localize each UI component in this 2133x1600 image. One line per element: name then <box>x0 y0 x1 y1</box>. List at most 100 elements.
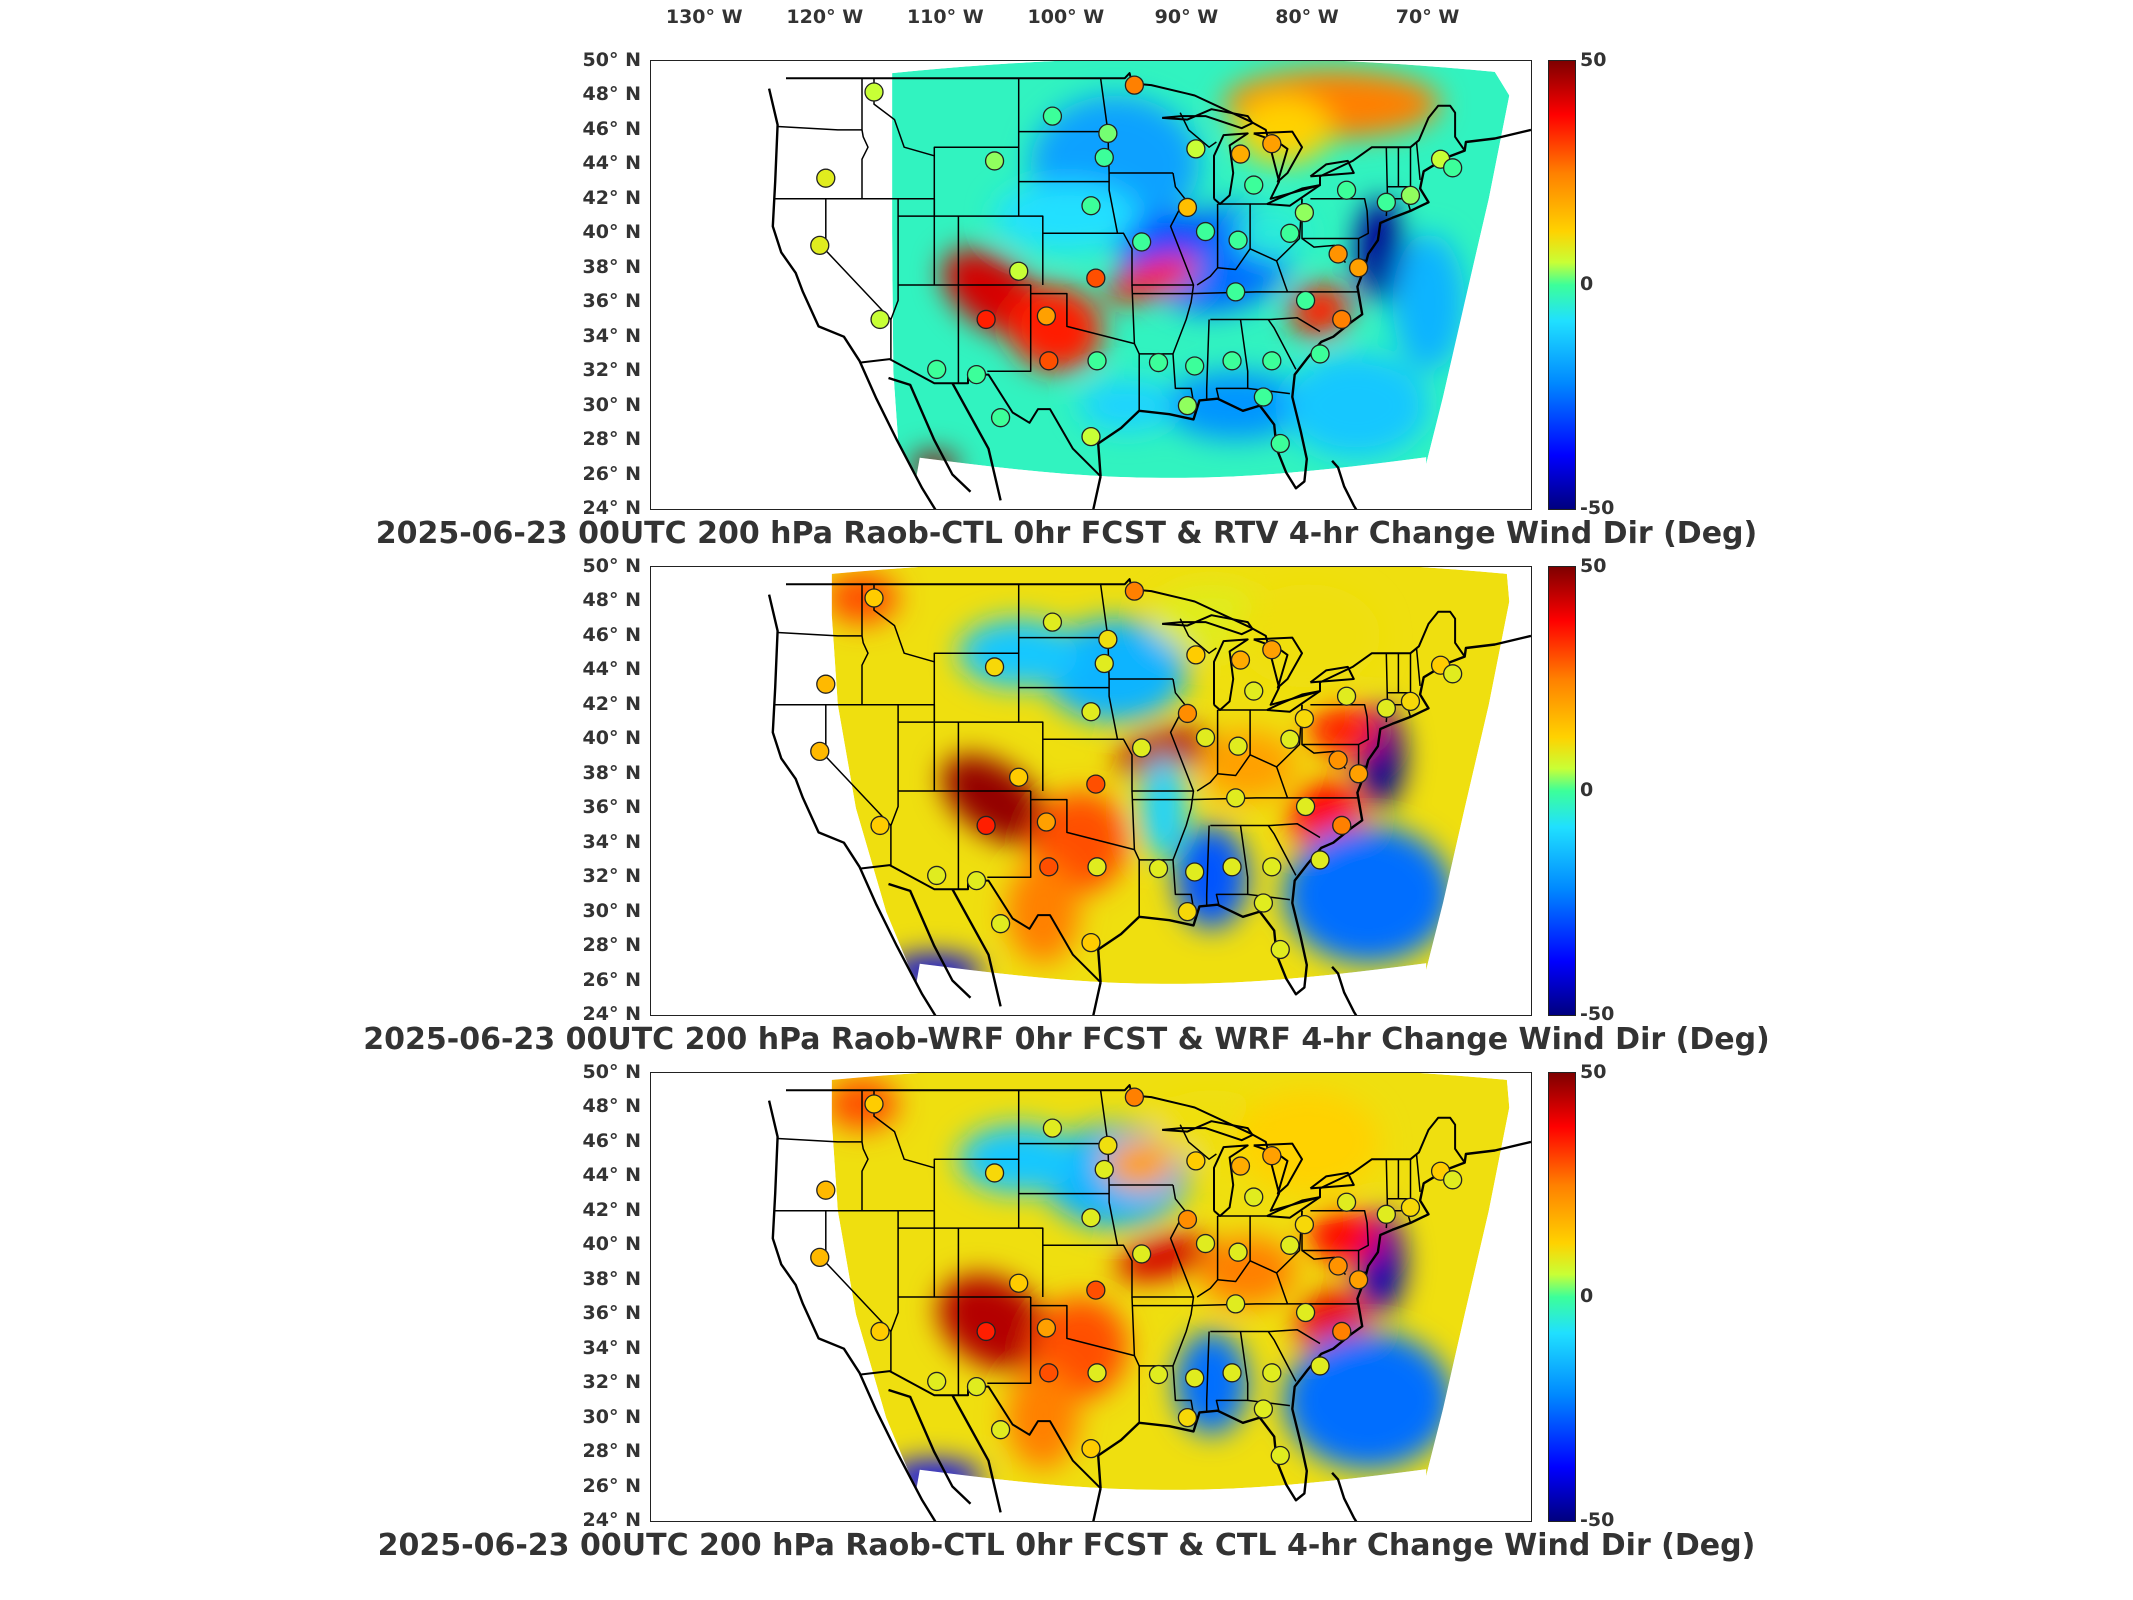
station-marker <box>966 364 987 385</box>
map-panel-3: 50° N 48° N 46° N 44° N 42° N 40° N 38° N 36° N… <box>0 1061 2133 1574</box>
colorbar <box>1548 566 1576 1016</box>
station-marker <box>1124 581 1145 601</box>
colorbar-tick-label: -50 <box>1580 497 1615 519</box>
map-panel-1: 50° N 48° N 46° N 44° N 42° N 40° N 38° N 36° N… <box>0 49 2133 562</box>
station-marker <box>864 1094 884 1114</box>
station-marker <box>1186 645 1206 665</box>
station-marker <box>1294 202 1315 223</box>
station-marker <box>1009 767 1029 787</box>
lat-tick-label: 28° N <box>582 934 641 957</box>
colorbar-tick-label: 0 <box>1580 779 1594 801</box>
station-marker <box>870 309 890 330</box>
station-marker <box>1081 426 1101 447</box>
map-canvas <box>767 1073 1531 1521</box>
station-marker <box>1244 681 1264 701</box>
station-marker <box>1222 857 1242 877</box>
station-marker <box>1098 123 1118 144</box>
station-marker <box>1081 702 1101 722</box>
station-marker <box>1177 703 1198 724</box>
station-marker <box>1042 106 1063 126</box>
lat-tick-label: 40° N <box>582 1233 641 1256</box>
map-frame <box>650 1072 1532 1522</box>
lat-tick-label: 26° N <box>582 1474 641 1497</box>
station-marker <box>1442 1170 1463 1190</box>
station-marker <box>1332 815 1352 836</box>
station-marker <box>1086 774 1106 794</box>
lat-tick-label: 28° N <box>582 428 641 451</box>
lat-tick-label: 30° N <box>582 1405 641 1428</box>
station-marker <box>1230 650 1251 670</box>
station-marker <box>1087 1363 1107 1383</box>
colorbar <box>1548 60 1576 510</box>
lat-tick-label: 34° N <box>582 830 641 853</box>
station-marker <box>1262 134 1282 154</box>
lat-tick-label: 30° N <box>582 899 641 922</box>
station-marker <box>1442 664 1463 684</box>
station-marker <box>864 82 884 102</box>
station-marker <box>1295 290 1316 311</box>
station-marker <box>966 1376 987 1397</box>
lon-tick-label: 110° W <box>906 6 984 28</box>
map-frame <box>650 566 1532 1016</box>
lat-tick-label: 46° N <box>582 623 641 646</box>
station-marker <box>1280 729 1300 749</box>
lat-tick-label: 42° N <box>582 186 641 209</box>
lat-tick-label: 50° N <box>582 1061 641 1083</box>
station-marker <box>1262 640 1282 660</box>
station-marker <box>1270 939 1290 960</box>
station-marker <box>1177 1209 1198 1230</box>
station-marker <box>1186 1151 1206 1171</box>
station-marker <box>1081 196 1101 216</box>
lat-tick-label: 40° N <box>582 727 641 750</box>
raob-stations <box>810 75 1463 454</box>
station-marker <box>1253 1399 1274 1419</box>
station-marker <box>984 151 1005 171</box>
panel-title: 2025-06-23 00UTC 200 hPa Raob-CTL 0hr FC… <box>375 516 1758 551</box>
raob-stations <box>810 1087 1463 1466</box>
lat-tick-label: 32° N <box>582 359 641 382</box>
station-marker <box>1131 1244 1152 1264</box>
station-marker <box>1086 268 1106 288</box>
lat-tick-label: 38° N <box>582 1267 641 1290</box>
lat-tick-label: 46° N <box>582 117 641 140</box>
lon-tick-label: 90° W <box>1154 6 1219 28</box>
station-marker <box>1328 244 1348 264</box>
station-marker <box>1081 1438 1101 1459</box>
station-marker <box>976 1321 996 1342</box>
station-marker <box>1087 857 1107 877</box>
station-marker <box>1036 306 1057 326</box>
station-marker <box>1222 1363 1242 1383</box>
lat-tick-label: 26° N <box>582 968 641 991</box>
station-marker <box>927 1371 947 1392</box>
station-marker <box>1294 708 1315 729</box>
station-marker <box>1195 221 1216 242</box>
colorbar <box>1548 1072 1576 1522</box>
lat-tick-label: 44° N <box>582 658 641 681</box>
station-marker <box>1294 1214 1315 1235</box>
lat-tick-label: 30° N <box>582 393 641 416</box>
lat-tick-label: 40° N <box>582 221 641 244</box>
raob-stations <box>810 581 1463 960</box>
station-marker <box>1185 1368 1205 1388</box>
lat-tick-label: 34° N <box>582 1336 641 1359</box>
colorbar-tick-label: 0 <box>1580 1285 1594 1307</box>
lat-tick-label: 50° N <box>582 555 641 577</box>
station-marker <box>1087 351 1107 371</box>
station-marker <box>984 657 1005 677</box>
map-canvas <box>767 61 1531 509</box>
lat-tick-label: 36° N <box>582 290 641 313</box>
station-marker <box>1086 1280 1106 1300</box>
lat-tick-label: 42° N <box>582 1198 641 1221</box>
colorbar-tick-label: -50 <box>1580 1003 1615 1025</box>
station-marker <box>1328 750 1348 770</box>
station-marker <box>1336 1192 1357 1212</box>
lat-tick-label: 28° N <box>582 1440 641 1463</box>
station-marker <box>1124 1087 1145 1107</box>
station-marker <box>1226 282 1246 302</box>
map-panel-2: 50° N 48° N 46° N 44° N 42° N 40° N 38° N 36° N… <box>0 555 2133 1068</box>
station-marker <box>1177 395 1198 416</box>
station-marker <box>1098 1135 1118 1156</box>
station-marker <box>1081 932 1101 953</box>
map-frame <box>650 60 1532 510</box>
station-marker <box>1244 175 1264 195</box>
